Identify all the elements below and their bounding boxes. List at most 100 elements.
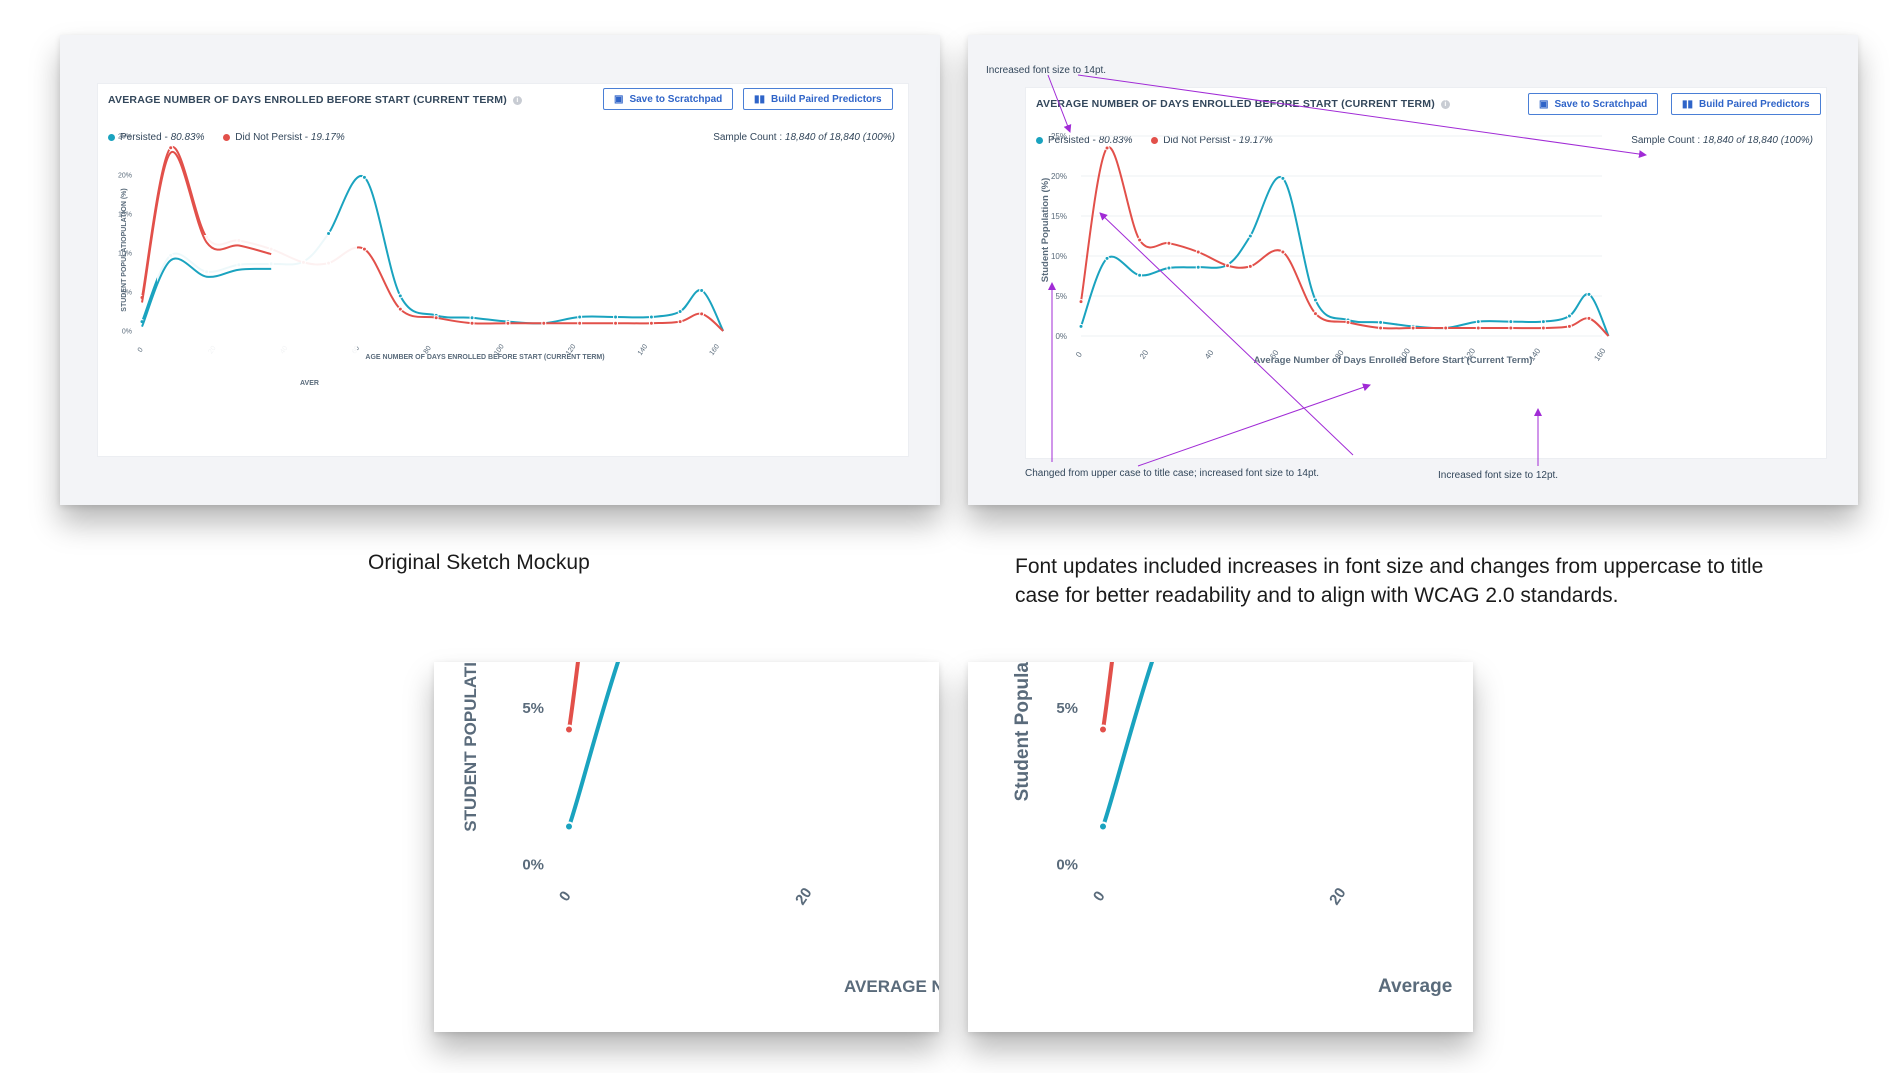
zoom-updated-card: 0%5%10%15%20%25%020406080100120140160Stu…: [968, 662, 1473, 1032]
y-tick-label: 25%: [1051, 132, 1067, 141]
did-not-persist-point: [1137, 237, 1143, 243]
x-tick-label: 160: [709, 343, 721, 357]
y-tick-label: 0%: [122, 328, 132, 335]
x-tick-label: 20: [1326, 885, 1349, 908]
did-not-persist-point: [648, 320, 654, 326]
updated-chart-container: [1025, 87, 1827, 459]
build-paired-predictors-button[interactable]: ▮▮ Build Paired Predictors: [743, 88, 893, 110]
bar-chart-icon: ▮▮: [754, 94, 766, 105]
did-not-persist-point: [505, 320, 511, 326]
persisted-dot-icon: [1036, 136, 1043, 144]
persisted-point: [361, 174, 367, 180]
persisted-point: [648, 314, 654, 320]
persisted-point: [1586, 291, 1592, 297]
persisted-series-line: [1080, 176, 1610, 337]
did-not-persist-series-line: [1080, 146, 1610, 337]
persisted-point: [326, 231, 332, 236]
did-not-persist-point: [1195, 249, 1201, 255]
x-axis-label: Average Number of Days Enrolled Before S…: [1254, 355, 1533, 366]
did-not-persist-point: [1443, 325, 1449, 331]
updated-legend: Persisted - 80.83% Did Not Persist - 19.…: [1036, 135, 1289, 146]
persisted-series-line: [1101, 662, 1155, 828]
original-mockup-card: AVER AGE NUMBER OF DAYS ENROLLED BEFORE S…: [60, 35, 940, 505]
y-tick-label: 5%: [1055, 292, 1067, 301]
zoom-original-chart: 0%5%10%15%20%25%020406080100120140160STU…: [461, 662, 939, 996]
x-tick-label: 160: [1592, 346, 1607, 363]
updated-caption: Font updates included increases in font …: [1015, 555, 1764, 607]
original-sample-count: Sample Count : 18,840 of 18,840 (100%): [713, 132, 895, 143]
persisted-point: [1166, 265, 1172, 271]
did-not-persist-point: [168, 145, 174, 151]
clipboard-icon: ▣: [614, 94, 624, 105]
legend-did-not-persist[interactable]: Did Not Persist - 19.17%: [1151, 135, 1273, 146]
did-not-persist-point: [1378, 325, 1384, 331]
did-not-persist-point: [361, 246, 367, 252]
persisted-point: [1378, 319, 1384, 325]
did-not-persist-point: [613, 320, 619, 326]
did-not-persist-point: [1410, 325, 1416, 331]
annotation-arrow: [1099, 212, 1354, 456]
info-icon[interactable]: i: [512, 95, 522, 105]
persisted-point: [1247, 233, 1253, 239]
updated-chart-title: AVERAGE NUMBER OF DAYS ENROLLED BEFORE S…: [1036, 98, 1450, 110]
persisted-point: [1098, 821, 1108, 832]
duplicated-series-fragment: [141, 151, 272, 303]
persisted-point: [1312, 297, 1318, 303]
build-paired-predictors-button[interactable]: ▮▮ Build Paired Predictors: [1671, 93, 1821, 115]
y-tick-label: 15%: [1051, 212, 1067, 221]
zoom-updated-chart: 0%5%10%15%20%25%020406080100120140160Stu…: [1012, 662, 1452, 997]
persisted-point: [469, 315, 475, 321]
did-not-persist-point: [469, 320, 475, 326]
persisted-point: [564, 821, 574, 832]
did-not-persist-point: [1345, 319, 1351, 325]
x-tick-label: 80: [423, 345, 433, 355]
y-tick-label: 10%: [1051, 252, 1067, 261]
updated-line-chart: 0%5%10%15%20%25%0 20 40 60 80 100 120 140 160Stu…: [1040, 74, 1647, 467]
annotation-case-change: Changed from upper case to title case; i…: [1025, 468, 1320, 479]
save-to-scratchpad-button[interactable]: ▣ Save to Scratchpad: [1528, 93, 1659, 115]
y-tick-label: 0%: [1055, 332, 1067, 341]
x-tick-label: 0: [1074, 350, 1084, 359]
persisted-point: [1137, 272, 1143, 278]
x-axis-label: AVERAGE NU: [844, 977, 939, 996]
legend-persisted[interactable]: Persisted - 80.83%: [108, 132, 205, 143]
did-not-persist-point: [577, 320, 583, 326]
did-not-persist-point: [1098, 724, 1108, 735]
did-not-persist-series-line: [567, 662, 581, 730]
persisted-point: [699, 287, 705, 293]
did-not-persist-point: [1247, 263, 1253, 269]
save-to-scratchpad-button[interactable]: ▣ Save to Scratchpad: [603, 88, 734, 110]
x-tick-label: 20: [1138, 348, 1151, 361]
did-not-persist-point: [433, 315, 439, 321]
did-not-persist-point: [699, 311, 705, 317]
updated-sample-count: Sample Count : 18,840 of 18,840 (100%): [1631, 135, 1813, 146]
legend-persisted[interactable]: Persisted - 80.83%: [1036, 135, 1133, 146]
persisted-point: [1566, 313, 1572, 319]
y-tick-label: 10%: [118, 250, 132, 257]
x-axis-label-fragment: AVER: [300, 380, 319, 387]
y-axis-label: STUDENT POPULATI: [461, 662, 480, 832]
legend-did-not-persist[interactable]: Did Not Persist - 19.17%: [223, 132, 345, 143]
x-axis-label: Average: [1378, 976, 1452, 997]
original-line-chart: 0%5%10%15%20%25%020406080100120140160STU…: [118, 133, 725, 405]
y-axis-label: Student Population (%): [1040, 178, 1051, 283]
x-tick-label: 0: [137, 346, 145, 353]
info-icon[interactable]: i: [1440, 99, 1450, 109]
zoom-original-card: 0%5%10%15%20%25%020406080100120140160STU…: [434, 662, 939, 1032]
did-not-persist-dot-icon: [223, 133, 231, 141]
did-not-persist-point: [541, 320, 547, 326]
annotation-arrow: [1077, 74, 1647, 158]
annotation-title-font: Increased font size to 14pt.: [986, 65, 1107, 76]
y-axis-label: STUDENT POPULATIOPULATION (%): [121, 188, 128, 311]
did-not-persist-point: [1078, 299, 1084, 305]
bar-chart-icon: ▮▮: [1682, 99, 1694, 110]
persisted-point: [1540, 319, 1546, 325]
y-tick-label: 0%: [522, 856, 544, 873]
persisted-point: [1475, 319, 1481, 325]
x-axis-label: AGE NUMBER OF DAYS ENROLLED BEFORE START…: [365, 354, 604, 361]
did-not-persist-point: [1475, 325, 1481, 331]
persisted-point: [1508, 319, 1514, 325]
y-tick-label: 0%: [1056, 856, 1078, 873]
annotation-arrow: [1137, 383, 1371, 467]
mockup-overlap-patch: [157, 235, 357, 405]
